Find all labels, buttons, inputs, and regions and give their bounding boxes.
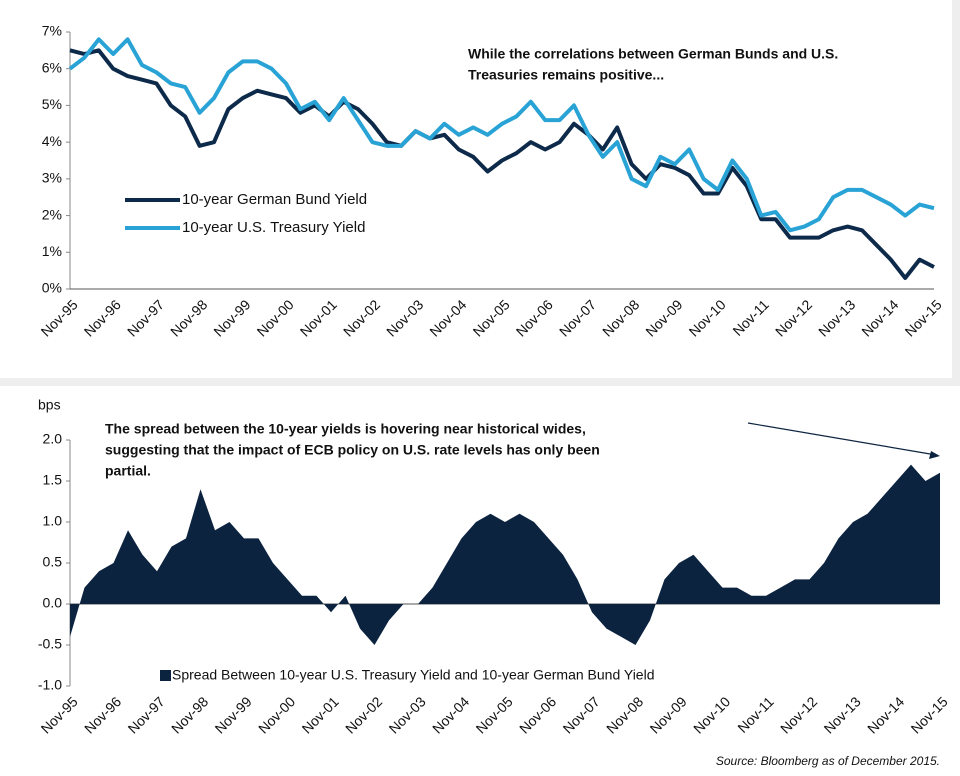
yield-line xyxy=(69,48,935,280)
legend-swatch xyxy=(160,670,171,681)
panel-edge xyxy=(952,0,960,386)
legend-label: 10-year U.S. Treasury Yield xyxy=(182,219,365,236)
y-tick-label: 0.0 xyxy=(43,595,63,611)
y-tick-label: 6% xyxy=(42,59,62,75)
annotation-arrow xyxy=(747,422,937,456)
y-tick-label: -1.0 xyxy=(38,677,62,693)
y-tick-label: 4% xyxy=(42,133,62,149)
legend-label: Spread Between 10-year U.S. Treasury Yie… xyxy=(172,667,655,683)
annotation: partial. xyxy=(105,463,151,479)
spread-area xyxy=(70,464,940,645)
y-tick-label: 2% xyxy=(42,206,62,222)
y-tick-label: 1.0 xyxy=(43,513,63,529)
y-tick-label: 3% xyxy=(42,170,62,186)
yield-line xyxy=(68,37,935,233)
annotation: suggesting that the impact of ECB policy… xyxy=(105,442,600,458)
arrow-head xyxy=(929,451,940,459)
annotation: Treasuries remains positive... xyxy=(468,67,664,83)
y-tick-label: 1.5 xyxy=(43,472,63,488)
y-axis-label: bps xyxy=(38,397,61,413)
source-note: Source: Bloomberg as of December 2015. xyxy=(716,754,940,768)
y-tick-label: 1% xyxy=(42,243,62,259)
y-tick-label: 5% xyxy=(42,96,62,112)
annotation: The spread between the 10-year yields is… xyxy=(105,421,586,437)
y-tick-label: 0.5 xyxy=(43,554,63,570)
y-tick-label: 7% xyxy=(42,23,62,39)
y-tick-label: 2.0 xyxy=(43,431,63,447)
y-tick-label: -0.5 xyxy=(38,636,62,652)
legend-label: 10-year German Bund Yield xyxy=(182,191,367,208)
y-tick-label: 0% xyxy=(42,280,62,296)
panel-separator xyxy=(0,378,960,386)
annotation: While the correlations between German Bu… xyxy=(468,46,838,62)
